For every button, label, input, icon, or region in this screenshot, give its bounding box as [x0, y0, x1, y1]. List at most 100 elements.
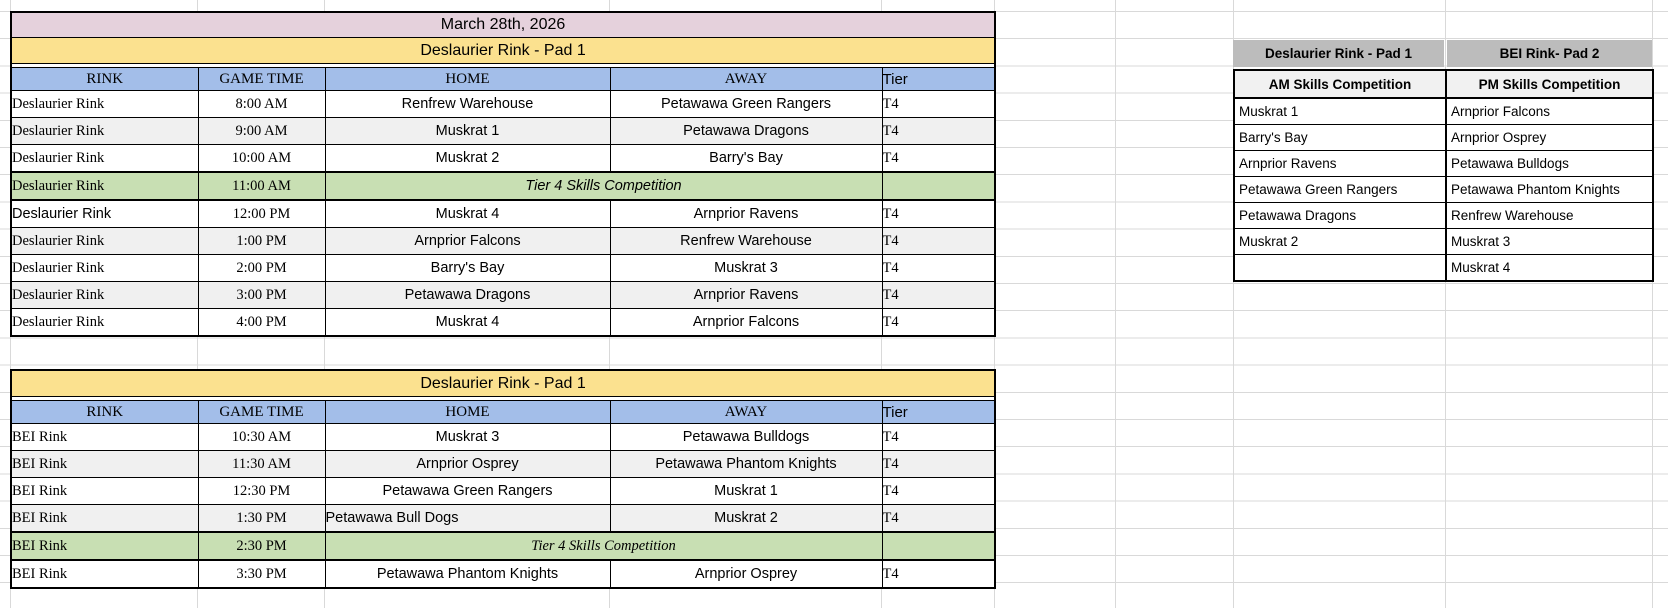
cell-rink[interactable]: Deslaurier Rink	[10, 199, 199, 228]
skills-pm-team-cell[interactable]: Petawawa Phantom Knights	[1445, 176, 1654, 203]
cell-game-time[interactable]: 8:00 AM	[197, 90, 326, 118]
skills-pm-team-cell[interactable]: Muskrat 3	[1445, 228, 1654, 255]
cell-tier[interactable]: T4	[881, 144, 996, 173]
cell-rink[interactable]: Deslaurier Rink	[10, 254, 199, 282]
cell-away[interactable]: Arnprior Falcons	[609, 308, 883, 337]
cell-away[interactable]: Arnprior Osprey	[609, 559, 883, 589]
cell-game-time[interactable]: 12:30 PM	[197, 477, 326, 505]
cell-rink[interactable]: BEI Rink	[10, 559, 199, 589]
skills-am-team-cell[interactable]: Muskrat 1	[1233, 97, 1447, 125]
skills-header-pad2[interactable]: BEI Rink- Pad 2	[1447, 40, 1652, 67]
cell-rink[interactable]: BEI Rink	[10, 531, 199, 561]
col-header-away[interactable]: AWAY	[609, 67, 883, 91]
cell-home[interactable]: Muskrat 4	[324, 199, 611, 228]
cell-tier[interactable]: T4	[881, 199, 996, 228]
skills-pm-team-cell[interactable]: Arnprior Falcons	[1445, 97, 1654, 125]
cell-tier[interactable]: T4	[881, 117, 996, 145]
date-title-cell[interactable]: March 28th, 2026	[10, 11, 996, 38]
cell-rink[interactable]: BEI Rink	[10, 450, 199, 478]
cell-game-time[interactable]: 2:30 PM	[197, 531, 326, 561]
skills-am-team-cell[interactable]: Muskrat 2	[1233, 228, 1447, 255]
cell-game-time[interactable]: 12:00 PM	[197, 199, 326, 228]
cell-away[interactable]: Arnprior Ravens	[609, 281, 883, 309]
cell-tier[interactable]: T4	[881, 559, 996, 589]
skills-pm-team-cell[interactable]: Arnprior Osprey	[1445, 124, 1654, 151]
cell-game-time[interactable]: 11:00 AM	[197, 171, 326, 201]
col-header-home[interactable]: HOME	[324, 67, 611, 91]
cell-away[interactable]: Muskrat 1	[609, 477, 883, 505]
cell-game-time[interactable]: 3:30 PM	[197, 559, 326, 589]
cell-home[interactable]: Muskrat 3	[324, 423, 611, 451]
skills-pm-team-cell[interactable]: Muskrat 4	[1445, 254, 1654, 282]
skills-competition-cell[interactable]: Tier 4 Skills Competition	[324, 531, 883, 561]
skills-am-team-cell[interactable]: Barry's Bay	[1233, 124, 1447, 151]
col-header-rink[interactable]: RINK	[10, 67, 199, 91]
cell-home[interactable]: Renfrew Warehouse	[324, 90, 611, 118]
skills-pm-team-cell[interactable]: Petawawa Bulldogs	[1445, 150, 1654, 177]
cell-home[interactable]: Petawawa Bull Dogs	[324, 504, 611, 533]
cell-home[interactable]: Muskrat 1	[324, 117, 611, 145]
cell-rink[interactable]: BEI Rink	[10, 477, 199, 505]
cell-tier[interactable]: T4	[881, 308, 996, 337]
cell-rink[interactable]: Deslaurier Rink	[10, 171, 199, 201]
cell-away[interactable]: Petawawa Green Rangers	[609, 90, 883, 118]
cell-game-time[interactable]: 3:00 PM	[197, 281, 326, 309]
skills-am-team-cell[interactable]: Petawawa Green Rangers	[1233, 176, 1447, 203]
cell-game-time[interactable]: 10:00 AM	[197, 144, 326, 173]
skills-header-pad1[interactable]: Deslaurier Rink - Pad 1	[1233, 40, 1444, 67]
col-header-tier[interactable]: Tier	[881, 67, 996, 91]
skills-competition-cell[interactable]: Tier 4 Skills Competition	[324, 171, 883, 201]
cell-tier[interactable]: T4	[881, 90, 996, 118]
cell-home[interactable]: Muskrat 4	[324, 308, 611, 337]
cell-tier[interactable]: T4	[881, 281, 996, 309]
cell-home[interactable]: Petawawa Dragons	[324, 281, 611, 309]
cell-home[interactable]: Barry's Bay	[324, 254, 611, 282]
cell-rink[interactable]: Deslaurier Rink	[10, 308, 199, 337]
cell-rink[interactable]: Deslaurier Rink	[10, 90, 199, 118]
cell-game-time[interactable]: 1:30 PM	[197, 504, 326, 533]
col-header-game-time[interactable]: GAME TIME	[197, 400, 326, 424]
cell-away[interactable]: Arnprior Ravens	[609, 199, 883, 228]
cell-rink[interactable]: BEI Rink	[10, 423, 199, 451]
cell-game-time[interactable]: 11:30 AM	[197, 450, 326, 478]
rink-title-cell[interactable]: Deslaurier Rink - Pad 1	[10, 369, 996, 397]
skills-am-team-cell[interactable]: Petawawa Dragons	[1233, 202, 1447, 229]
col-header-rink[interactable]: RINK	[10, 400, 199, 424]
cell-tier[interactable]: T4	[881, 423, 996, 451]
cell-tier[interactable]: T4	[881, 504, 996, 533]
cell-rink[interactable]: Deslaurier Rink	[10, 281, 199, 309]
cell-away[interactable]: Barry's Bay	[609, 144, 883, 173]
col-header-game-time[interactable]: GAME TIME	[197, 67, 326, 91]
cell-home[interactable]: Petawawa Phantom Knights	[324, 559, 611, 589]
cell-game-time[interactable]: 2:00 PM	[197, 254, 326, 282]
cell-tier[interactable]	[881, 171, 996, 201]
cell-tier[interactable]	[881, 531, 996, 561]
cell-away[interactable]: Muskrat 3	[609, 254, 883, 282]
col-header-away[interactable]: AWAY	[609, 400, 883, 424]
skills-pm-team-cell[interactable]: Renfrew Warehouse	[1445, 202, 1654, 229]
cell-rink[interactable]: Deslaurier Rink	[10, 117, 199, 145]
cell-tier[interactable]: T4	[881, 450, 996, 478]
rink-title-cell[interactable]: Deslaurier Rink - Pad 1	[10, 37, 996, 64]
cell-rink[interactable]: Deslaurier Rink	[10, 227, 199, 255]
col-header-tier[interactable]: Tier	[881, 400, 996, 424]
cell-tier[interactable]: T4	[881, 254, 996, 282]
skills-am-team-cell[interactable]	[1233, 254, 1447, 282]
cell-away[interactable]: Muskrat 2	[609, 504, 883, 533]
cell-away[interactable]: Petawawa Phantom Knights	[609, 450, 883, 478]
cell-away[interactable]: Petawawa Dragons	[609, 117, 883, 145]
cell-home[interactable]: Muskrat 2	[324, 144, 611, 173]
cell-home[interactable]: Arnprior Osprey	[324, 450, 611, 478]
cell-rink[interactable]: BEI Rink	[10, 504, 199, 533]
col-header-home[interactable]: HOME	[324, 400, 611, 424]
skills-am-team-cell[interactable]: Arnprior Ravens	[1233, 150, 1447, 177]
cell-away[interactable]: Petawawa Bulldogs	[609, 423, 883, 451]
cell-game-time[interactable]: 10:30 AM	[197, 423, 326, 451]
cell-tier[interactable]: T4	[881, 227, 996, 255]
cell-home[interactable]: Petawawa Green Rangers	[324, 477, 611, 505]
cell-rink[interactable]: Deslaurier Rink	[10, 144, 199, 173]
cell-home[interactable]: Arnprior Falcons	[324, 227, 611, 255]
cell-game-time[interactable]: 9:00 AM	[197, 117, 326, 145]
cell-tier[interactable]: T4	[881, 477, 996, 505]
cell-game-time[interactable]: 4:00 PM	[197, 308, 326, 337]
